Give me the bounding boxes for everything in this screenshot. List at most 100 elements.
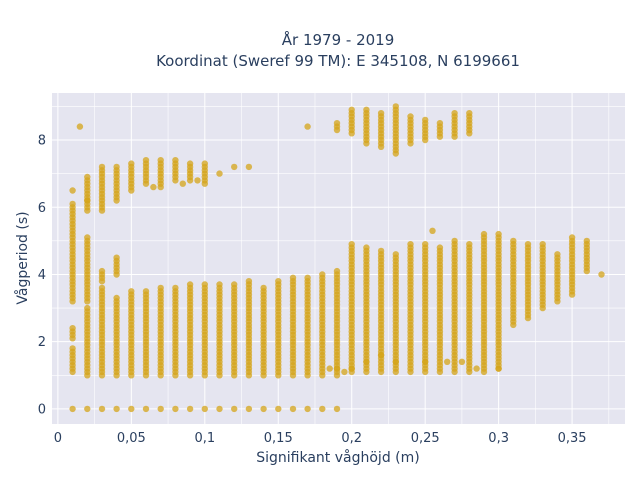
data-point <box>201 405 208 413</box>
data-point <box>98 405 106 413</box>
data-point <box>172 405 179 413</box>
data-point <box>245 278 253 285</box>
data-point <box>157 284 164 292</box>
data-point <box>510 237 517 245</box>
data-point <box>598 271 605 278</box>
data-point <box>157 405 164 413</box>
data-point <box>377 247 385 255</box>
data-point <box>422 241 429 248</box>
data-point <box>444 358 451 365</box>
x-tick-label: 0,2 <box>341 431 362 446</box>
y-tick-labels: 0 2 4 6 8 <box>38 134 46 418</box>
data-point <box>539 241 546 248</box>
data-point <box>113 405 120 413</box>
data-point <box>69 405 76 413</box>
data-point <box>98 163 106 171</box>
data-point <box>363 106 370 114</box>
data-point <box>429 227 436 234</box>
data-point <box>84 304 91 312</box>
data-point <box>319 271 326 278</box>
data-point <box>333 267 341 275</box>
data-point <box>84 173 91 181</box>
data-point <box>69 187 76 194</box>
data-point <box>466 110 473 117</box>
data-point <box>436 244 444 251</box>
data-point <box>304 405 311 413</box>
data-point <box>466 241 473 248</box>
x-tick-label: 0,3 <box>488 431 509 446</box>
data-point <box>231 163 238 171</box>
data-point <box>289 405 297 413</box>
data-point <box>69 325 76 332</box>
data-point <box>363 244 370 251</box>
x-tick-label: 0,25 <box>411 431 440 446</box>
x-tick-label: 0,15 <box>264 431 293 446</box>
data-point <box>348 365 355 372</box>
data-point <box>231 281 238 288</box>
data-point <box>333 405 341 413</box>
data-point <box>377 110 385 117</box>
data-point <box>142 157 150 164</box>
data-point <box>304 274 311 281</box>
data-point <box>289 274 297 281</box>
chart-title-line-2: Koordinat (Sweref 99 TM): E 345108, N 61… <box>156 52 520 70</box>
data-point <box>333 120 341 127</box>
x-tick-label: 0,05 <box>117 431 146 446</box>
data-point <box>304 123 311 130</box>
data-point <box>451 237 458 245</box>
data-point <box>113 254 120 261</box>
data-point <box>326 365 333 372</box>
data-point <box>194 177 201 184</box>
data-point <box>186 405 194 413</box>
data-point <box>422 116 429 124</box>
data-point <box>407 241 414 248</box>
data-point <box>473 365 480 372</box>
data-point <box>84 197 91 204</box>
data-point <box>128 160 135 167</box>
data-point <box>392 103 399 110</box>
data-point <box>436 120 444 127</box>
data-point <box>201 160 208 167</box>
data-point <box>113 294 120 302</box>
x-tick-label: 0,1 <box>194 431 215 446</box>
data-point <box>216 405 223 413</box>
data-point <box>113 163 120 171</box>
data-point <box>275 405 282 413</box>
data-point <box>231 405 238 413</box>
data-point <box>583 237 590 245</box>
data-point <box>98 284 106 292</box>
x-tick-label: 0 <box>54 431 62 446</box>
data-point <box>69 200 76 208</box>
data-point <box>348 106 355 114</box>
data-point <box>69 345 76 352</box>
data-points <box>69 103 605 413</box>
data-point <box>392 251 399 258</box>
data-point <box>392 358 399 365</box>
data-point <box>172 284 179 292</box>
x-tick-label: 0,35 <box>558 431 587 446</box>
data-point <box>201 281 208 288</box>
data-point <box>524 241 532 248</box>
data-point <box>260 405 267 413</box>
data-point <box>216 281 223 288</box>
data-point <box>186 281 194 288</box>
data-point <box>422 358 429 365</box>
y-tick-label: 2 <box>38 335 46 350</box>
data-point <box>260 284 267 292</box>
data-point <box>84 405 91 413</box>
data-point <box>128 288 135 295</box>
y-tick-label: 6 <box>38 201 46 216</box>
chart-title-line-1: År 1979 - 2019 <box>282 30 395 49</box>
x-tick-labels: 0 0,05 0,1 0,15 0,2 0,25 0,3 0,35 <box>54 431 587 446</box>
data-point <box>451 110 458 117</box>
data-point <box>363 358 370 365</box>
data-point <box>150 183 157 191</box>
y-tick-label: 0 <box>38 402 46 417</box>
data-point <box>341 368 348 376</box>
data-point <box>216 170 223 177</box>
data-point <box>245 405 253 413</box>
data-point <box>157 157 164 164</box>
data-point <box>495 230 502 238</box>
data-point <box>179 180 186 187</box>
data-point <box>407 113 414 120</box>
